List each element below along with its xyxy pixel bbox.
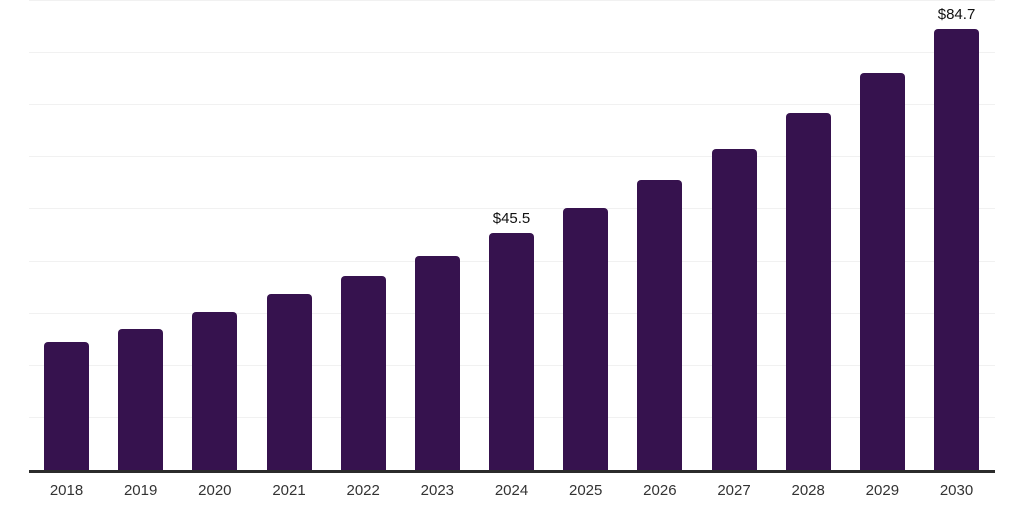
bar-2024 [489,232,535,470]
x-axis-label-2018: 2018 [49,482,84,499]
bar-2023 [414,255,460,470]
bar-2020 [192,312,238,470]
x-axis: 2018 2019 2020 2021 2022 2023 2024 2025 2026 2027… [29,481,995,505]
x-axis-label-2025: 2025 [569,482,603,499]
bar-2021 [266,294,312,470]
bar-2025 [563,208,609,470]
bar-2029 [859,73,905,470]
x-axis-label-2019: 2019 [123,482,158,499]
bar-value-label: $84.7 [937,5,976,23]
gridline [29,156,995,158]
gridline [29,0,995,2]
bar-2027 [711,148,757,470]
x-axis-label-2020: 2020 [198,482,232,499]
x-axis-line [29,470,995,473]
x-axis-label-2026: 2026 [643,482,677,499]
x-axis-label-2023: 2023 [420,482,455,499]
bar-2030 [934,28,980,470]
gridline [29,104,995,106]
bar-2018 [44,342,89,470]
gridline [29,52,995,54]
gridline [29,208,995,210]
x-axis-label-2022: 2022 [346,482,380,499]
bar-value-label: $45.5 [492,209,531,227]
x-axis-label-2030: 2030 [939,482,974,499]
x-axis-label-2024: 2024 [494,482,529,499]
plot-area: $45.5 $84.7 [29,0,995,473]
x-axis-label-2029: 2029 [865,482,900,499]
bar-2022 [340,276,386,470]
bar-2026 [637,180,683,470]
x-axis-label-2021: 2021 [272,482,306,499]
bar-2019 [118,328,164,470]
bar-2028 [785,112,831,470]
x-axis-label-2028: 2028 [791,482,825,499]
x-axis-label-2027: 2027 [717,482,751,499]
